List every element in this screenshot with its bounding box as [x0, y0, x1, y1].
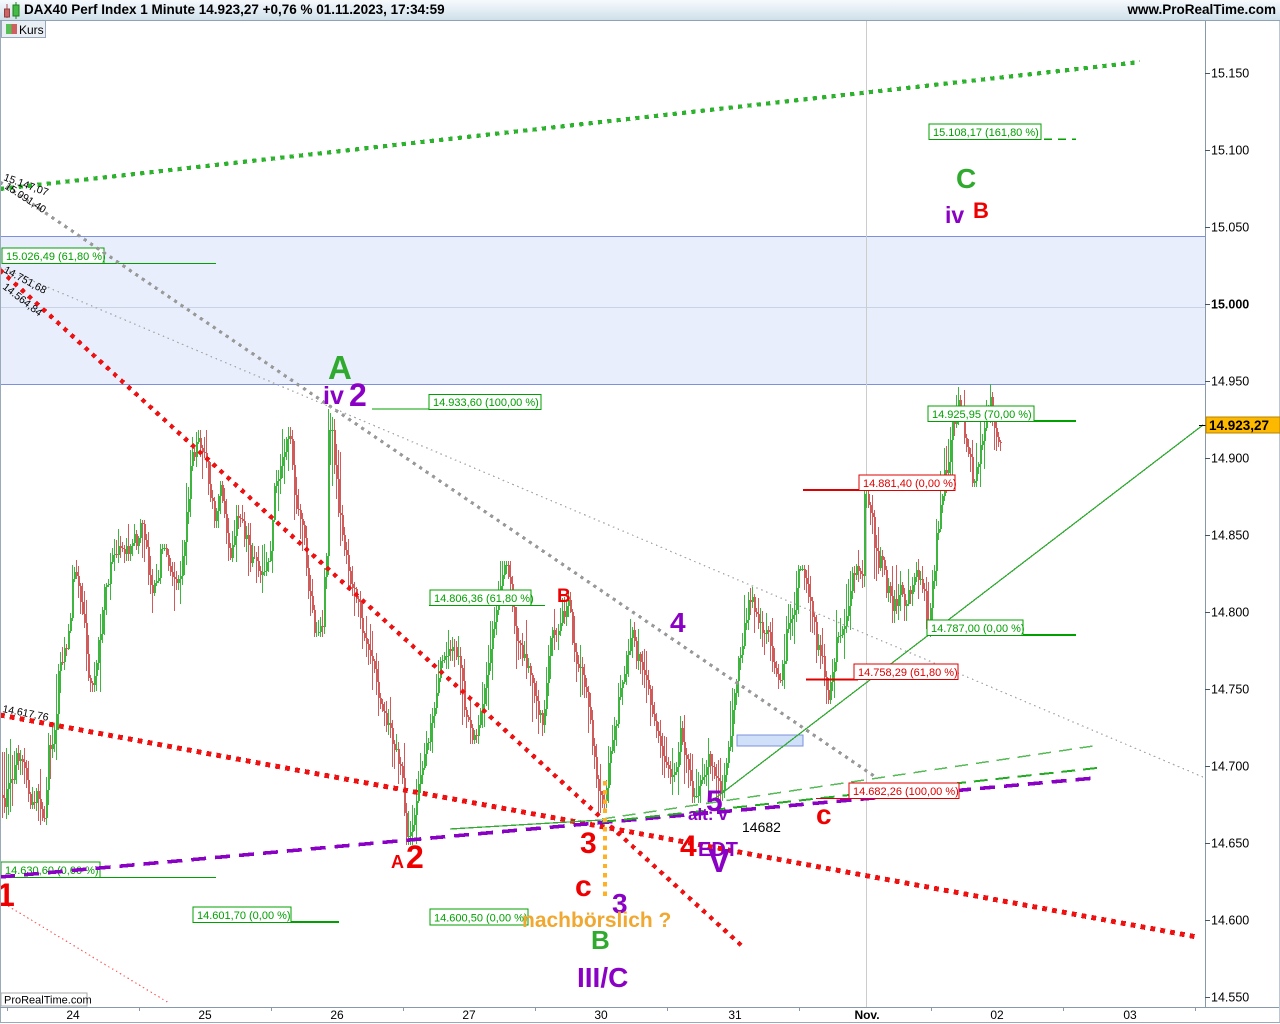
- svg-text:14.600: 14.600: [1211, 914, 1249, 928]
- svg-text:B: B: [973, 198, 989, 223]
- svg-text:A: A: [391, 852, 404, 872]
- svg-text:V: V: [708, 842, 730, 879]
- svg-text:EDT: EDT: [698, 839, 738, 861]
- svg-text:03: 03: [1123, 1008, 1137, 1022]
- svg-text:B: B: [557, 586, 571, 607]
- svg-text:14.950: 14.950: [1211, 375, 1249, 389]
- svg-text:25: 25: [198, 1008, 212, 1022]
- svg-text:B: B: [591, 925, 610, 955]
- svg-text:27: 27: [462, 1008, 476, 1022]
- svg-text:Nov.: Nov.: [854, 1008, 879, 1022]
- svg-text:14.650: 14.650: [1211, 837, 1249, 851]
- svg-text:26: 26: [330, 1008, 344, 1022]
- svg-text:15.050: 15.050: [1211, 221, 1249, 235]
- svg-text:14.900: 14.900: [1211, 452, 1249, 466]
- svg-text:2: 2: [349, 377, 367, 413]
- svg-text:4: 4: [670, 607, 686, 638]
- svg-text:24: 24: [66, 1008, 80, 1022]
- svg-text:C: C: [956, 163, 976, 194]
- svg-text:14.700: 14.700: [1211, 760, 1249, 774]
- svg-text:3: 3: [580, 827, 597, 860]
- svg-text:3: 3: [612, 888, 628, 919]
- svg-text:14.850: 14.850: [1211, 529, 1249, 543]
- svg-text:14.682,26 (100,00 %): 14.682,26 (100,00 %): [853, 786, 959, 798]
- svg-text:02: 02: [990, 1008, 1004, 1022]
- svg-text:nachbörslich ?: nachbörslich ?: [522, 909, 671, 932]
- svg-text:14.750: 14.750: [1211, 683, 1249, 697]
- svg-text:5: 5: [706, 785, 723, 818]
- svg-text:14.601,70 (0,00 %): 14.601,70 (0,00 %): [197, 910, 291, 922]
- svg-text:14.881,40 (0,00 %): 14.881,40 (0,00 %): [863, 478, 957, 490]
- svg-text:A: A: [328, 349, 352, 386]
- svg-text:III/C: III/C: [577, 962, 628, 993]
- svg-text:15.026,49 (61,80 %): 15.026,49 (61,80 %): [6, 251, 106, 263]
- svg-text:15.000: 15.000: [1211, 298, 1249, 312]
- svg-text:14682: 14682: [742, 819, 781, 835]
- svg-text:14.550: 14.550: [1211, 991, 1249, 1005]
- svg-text:14.923,27: 14.923,27: [1209, 418, 1269, 433]
- svg-text:14.758,29 (61,80 %): 14.758,29 (61,80 %): [858, 667, 958, 679]
- svg-text:c: c: [816, 799, 832, 830]
- svg-text:15.108,17 (161,80 %): 15.108,17 (161,80 %): [933, 127, 1039, 139]
- svg-text:14.806,36 (61,80 %): 14.806,36 (61,80 %): [434, 593, 534, 605]
- svg-text:31: 31: [728, 1008, 742, 1022]
- svg-text:14.600,50 (0,00 %): 14.600,50 (0,00 %): [434, 913, 528, 925]
- svg-text:4: 4: [680, 830, 697, 863]
- svg-text:iv: iv: [945, 202, 964, 228]
- svg-text:1: 1: [0, 877, 15, 913]
- svg-text:c: c: [575, 870, 592, 903]
- svg-text:30: 30: [594, 1008, 608, 1022]
- svg-text:14.933,60 (100,00 %): 14.933,60 (100,00 %): [433, 397, 539, 409]
- svg-text:14.925,95 (70,00 %): 14.925,95 (70,00 %): [932, 409, 1032, 421]
- svg-text:14.787,00 (0,00 %): 14.787,00 (0,00 %): [931, 623, 1025, 635]
- svg-text:15.150: 15.150: [1211, 67, 1249, 81]
- svg-text:alt: v: alt: v: [688, 805, 728, 824]
- svg-text:15.100: 15.100: [1211, 144, 1249, 158]
- svg-text:ProRealTime.com: ProRealTime.com: [4, 995, 92, 1007]
- svg-text:2: 2: [406, 839, 424, 875]
- svg-text:iv: iv: [323, 382, 344, 410]
- svg-text:14.800: 14.800: [1211, 606, 1249, 620]
